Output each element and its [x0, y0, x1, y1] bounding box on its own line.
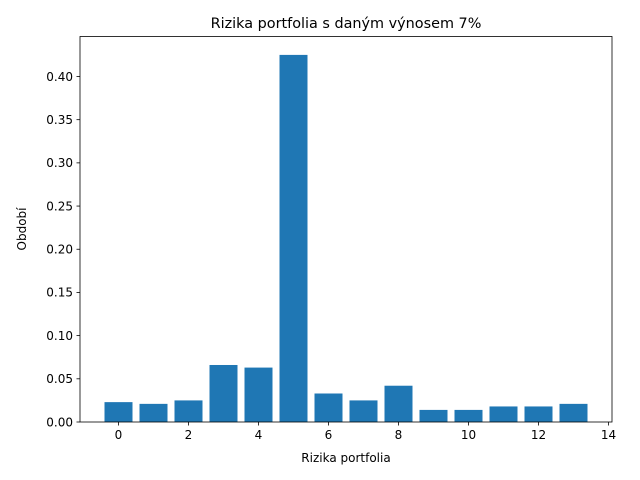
- y-tick-label: 0.20: [46, 243, 73, 257]
- chart-title: Rizika portfolia s daným výnosem 7%: [211, 16, 482, 32]
- bar-6: [314, 393, 343, 422]
- bar-9: [419, 409, 448, 422]
- bar-5: [279, 54, 308, 422]
- bar-7: [349, 400, 378, 422]
- y-tick-label: 0.05: [46, 372, 73, 386]
- y-tick-label: 0.25: [46, 199, 73, 213]
- y-tick-label: 0.10: [46, 329, 73, 343]
- x-tick-label: 12: [531, 428, 546, 442]
- x-tick-label: 2: [185, 428, 193, 442]
- x-axis-label: Rizika portfolia: [301, 451, 390, 465]
- bar-10: [454, 409, 483, 422]
- bar-12: [524, 406, 553, 422]
- x-tick-label: 10: [461, 428, 476, 442]
- x-tick-label: 4: [255, 428, 263, 442]
- bar-11: [489, 406, 518, 422]
- y-tick-label: 0.00: [46, 415, 73, 429]
- bar-3: [209, 364, 238, 422]
- bar-4: [244, 367, 273, 422]
- y-tick-label: 0.15: [46, 286, 73, 300]
- y-tick-label: 0.35: [46, 113, 73, 127]
- x-axis-ticks: 0 2 4 6 8 10 12 14: [115, 422, 616, 442]
- y-axis-label: Období: [15, 207, 29, 251]
- x-tick-label: 0: [115, 428, 123, 442]
- bar-13: [559, 403, 588, 422]
- plot-area-frame: [79, 36, 613, 423]
- x-tick-label: 14: [601, 428, 616, 442]
- x-tick-label: 6: [325, 428, 333, 442]
- bar-1: [139, 403, 168, 422]
- bars-group: [104, 54, 588, 422]
- bar-0: [104, 402, 133, 422]
- y-axis-ticks: 0.00 0.05 0.10 0.15 0.20 0.25 0.30 0.35 0.40: [46, 70, 80, 429]
- x-tick-label: 8: [395, 428, 403, 442]
- bar-2: [174, 400, 203, 422]
- bar-8: [384, 385, 413, 422]
- y-tick-label: 0.40: [46, 70, 73, 84]
- y-tick-label: 0.30: [46, 156, 73, 170]
